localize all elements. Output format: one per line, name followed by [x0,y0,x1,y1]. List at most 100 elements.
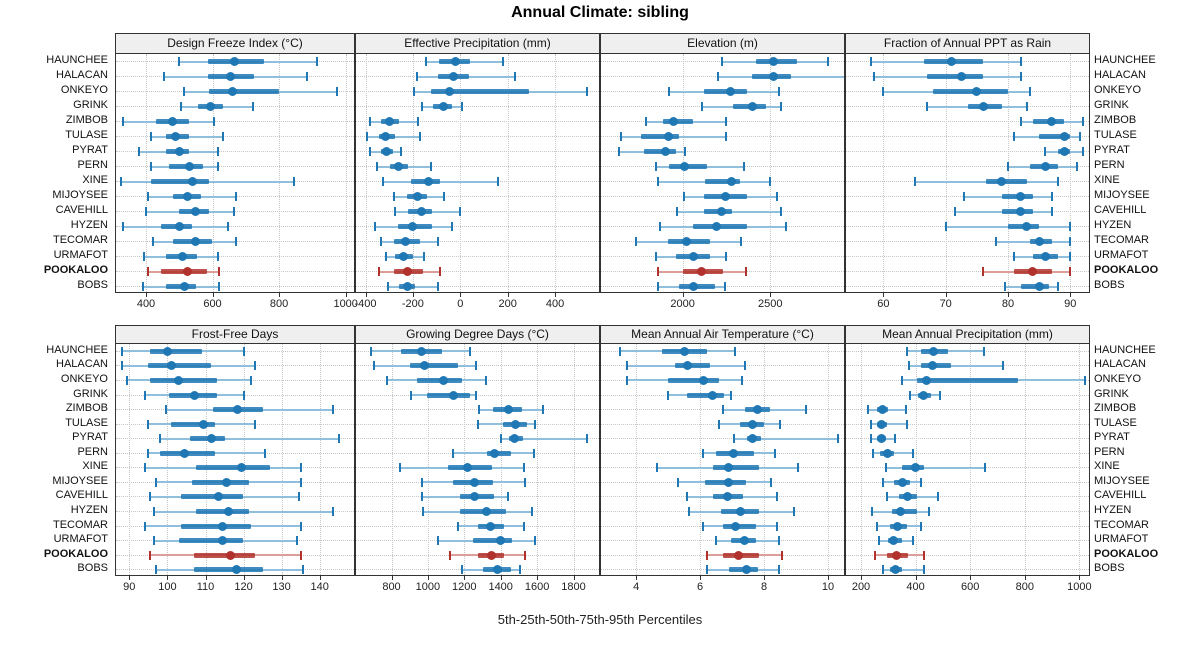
axis-tick-label: 100 [158,581,177,593]
row-median-dot [897,477,907,487]
panel-strip: Effective Precipitation (mm) [356,34,599,54]
axis-tick [427,576,429,580]
row-median-dot [911,463,921,473]
row-median-dot [1047,117,1057,126]
whisker-cap-left [149,550,152,560]
whisker-cap-left [926,102,928,111]
whisker-cap-right [740,375,743,385]
whisker-cap-left [398,463,401,473]
whisker-cap-left [147,448,150,458]
whisker-cap-left [126,375,129,385]
row-iqr-bar [1020,284,1049,289]
whisker-cap-right [218,282,221,291]
gridline-v [764,344,766,577]
row-median-dot [199,419,209,429]
gridline-v [682,54,684,294]
whisker-cap-left [901,375,903,385]
row-median-dot [722,492,732,502]
whisker-cap-left [149,492,152,502]
site-label-right: HALACAN [1094,69,1146,81]
whisker-cap-right [1002,361,1004,371]
gridline-v [915,344,917,577]
whisker-cap-right [221,132,224,141]
site-label-right: CAVEHILL [1094,489,1147,502]
row-iqr-bar [644,149,676,154]
panel-6: Growing Degree Days (°C) 800 1000 1200 1400 1… [355,325,600,593]
site-label-left: HAUNCHEE [46,54,108,66]
whisker-cap-right [523,463,526,473]
gridline-h [356,226,599,227]
row-median-dot [730,521,740,531]
gridline-h [116,136,354,137]
row-median-dot [922,375,931,385]
whisker-cap-left [138,147,141,156]
whisker-cap-left [909,390,912,400]
whisker-cap-left [422,507,425,516]
whisker-cap-right [502,57,504,66]
axis-tick [636,576,638,580]
row-whisker [908,364,1003,367]
whisker-cap-left [676,477,679,487]
whisker-cap-left [873,550,876,560]
row-median-dot [928,346,938,356]
axis-tick [1070,293,1072,297]
plot-area [116,54,354,294]
row-median-dot [402,267,412,276]
whisker-cap-left [179,102,182,111]
whisker-cap-right [734,346,737,356]
row-whisker [945,225,1071,228]
axis-tick-label: 800 [269,298,289,310]
row-median-dot [218,521,228,531]
axis-tick [555,293,557,297]
whisker-cap-right [1081,147,1084,156]
whisker-cap-left [619,346,622,356]
row-median-dot [727,177,737,186]
gridline-h [116,226,354,227]
plot-area [116,344,354,577]
row-median-dot [882,448,892,458]
row-iqr-bar [178,538,244,544]
row-iqr-bar [180,523,252,529]
row-median-dot [748,434,758,444]
site-label-left: ONKEYO [60,372,108,385]
whisker-cap-right [299,463,302,473]
row-median-dot [221,477,231,487]
whisker-cap-left [982,267,985,276]
whisker-cap-left [667,390,670,400]
whisker-cap-left [702,521,705,531]
row-median-dot [1016,207,1025,216]
whisker-cap-right [213,117,216,126]
axis-tick [682,293,684,297]
whisker-cap-left [145,207,147,216]
row-median-dot [896,507,906,516]
whisker-cap-right [336,87,339,96]
axis-tick-label: 400 [136,298,156,310]
site-label-left: HAUNCHEE [46,343,108,356]
whisker-cap-left [700,102,703,111]
whisker-cap-right [295,536,298,546]
gridline-v [500,344,502,577]
whisker-cap-right [778,87,781,96]
gridline-v [883,54,885,294]
whisker-cap-left [374,222,376,231]
whisker-cap-right [906,419,909,429]
site-label-right: HAUNCHEE [1094,54,1156,66]
axis-tick [146,293,147,297]
row-median-dot [419,361,429,371]
gridline-v [861,344,862,577]
whisker-cap-left [881,565,884,575]
whisker-cap-right [785,222,788,231]
axis-tick-label: 70 [939,298,952,310]
whisker-cap-right [251,102,254,111]
row-median-dot [166,361,176,371]
row-median-dot [890,565,900,575]
axis-tick [1008,293,1009,297]
whisker-cap-right [744,267,747,276]
whisker-cap-right [337,434,340,444]
whisker-cap-right [1025,102,1028,111]
row-iqr-bar [663,119,694,124]
row-median-dot [408,222,418,231]
row-median-dot [183,267,193,276]
whisker-cap-left [376,162,379,171]
row-median-dot [892,550,901,560]
